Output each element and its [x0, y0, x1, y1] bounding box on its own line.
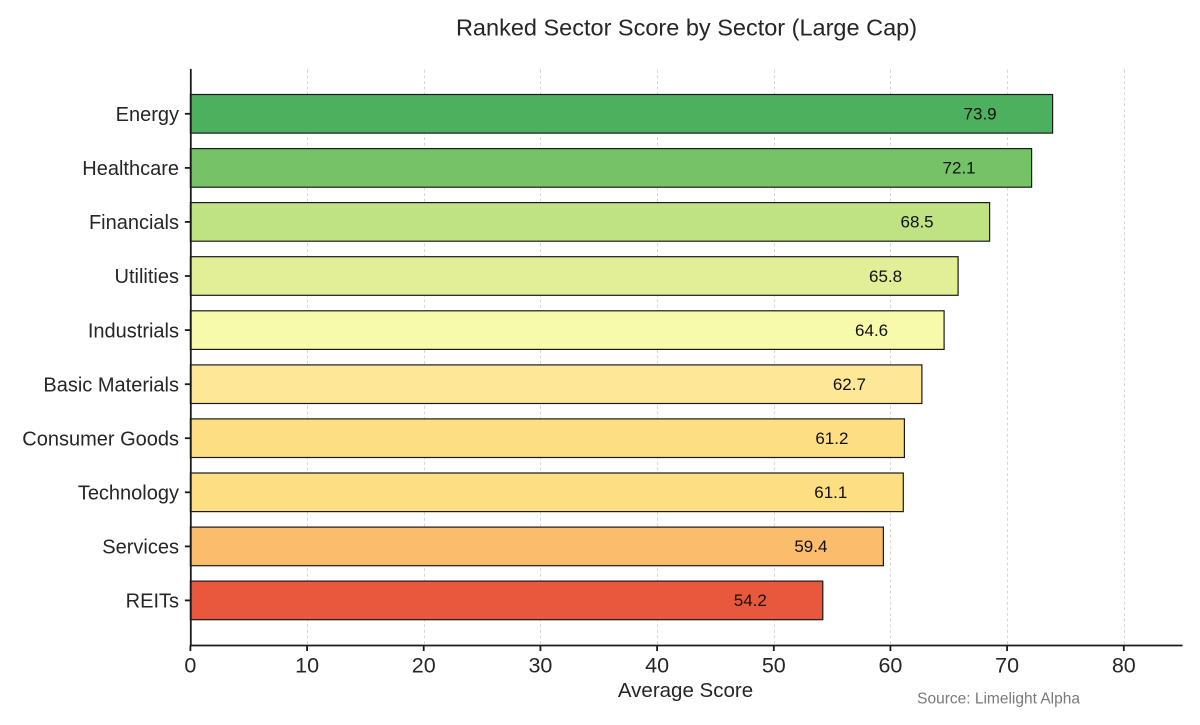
svg-text:Financials: Financials [89, 212, 179, 234]
svg-text:54.2: 54.2 [734, 591, 767, 610]
svg-text:73.9: 73.9 [964, 105, 997, 124]
svg-text:59.4: 59.4 [794, 537, 827, 556]
svg-text:61.1: 61.1 [814, 483, 847, 502]
svg-text:Ranked Sector Score by Sector: Ranked Sector Score by Sector (Large Cap… [456, 14, 917, 40]
svg-text:60: 60 [878, 653, 902, 677]
svg-text:Technology: Technology [78, 483, 179, 505]
svg-text:Energy: Energy [116, 104, 179, 126]
svg-text:65.8: 65.8 [869, 267, 902, 286]
svg-text:Consumer Goods: Consumer Goods [22, 428, 179, 450]
svg-text:80: 80 [1112, 653, 1136, 677]
svg-text:Services: Services [102, 537, 179, 559]
svg-text:64.6: 64.6 [855, 321, 888, 340]
svg-text:Utilities: Utilities [115, 266, 179, 288]
svg-text:70: 70 [995, 653, 1019, 677]
svg-text:68.5: 68.5 [901, 213, 934, 232]
svg-text:40: 40 [645, 653, 669, 677]
svg-text:Industrials: Industrials [88, 320, 179, 342]
svg-text:72.1: 72.1 [943, 159, 976, 178]
svg-text:50: 50 [762, 653, 786, 677]
svg-text:Source: Limelight Alpha: Source: Limelight Alpha [917, 691, 1080, 708]
svg-text:0: 0 [184, 653, 196, 677]
svg-text:30: 30 [528, 653, 552, 677]
svg-text:Healthcare: Healthcare [82, 158, 179, 180]
svg-text:62.7: 62.7 [833, 375, 866, 394]
svg-text:61.2: 61.2 [815, 429, 848, 448]
svg-text:10: 10 [295, 653, 319, 677]
svg-text:20: 20 [412, 653, 436, 677]
svg-text:Basic Materials: Basic Materials [43, 374, 179, 396]
svg-text:Average Score: Average Score [618, 679, 753, 702]
svg-text:REITs: REITs [126, 591, 179, 613]
